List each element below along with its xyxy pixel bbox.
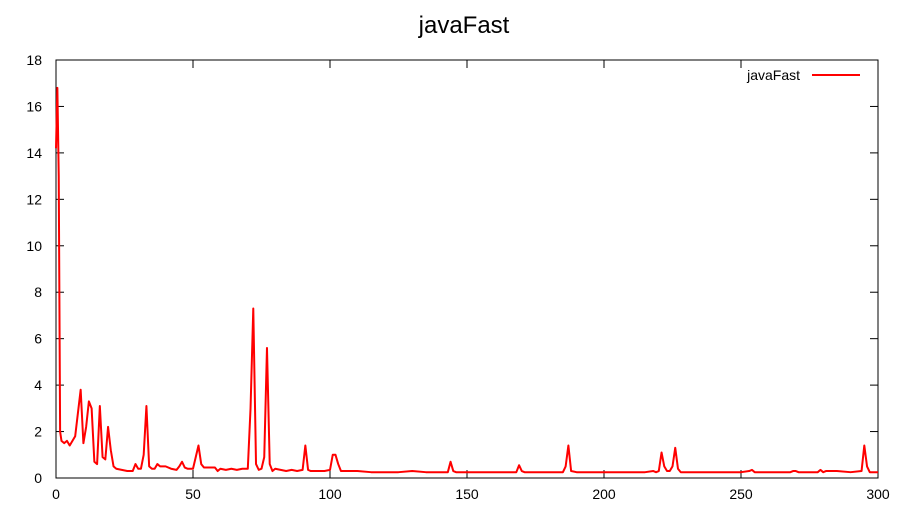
chart-title: javaFast (418, 12, 510, 39)
x-tick-label: 250 (729, 486, 753, 502)
plot-area (55, 59, 879, 479)
series-line-javaFast (55, 86, 878, 474)
legend-label: javaFast (746, 67, 800, 83)
y-tick-label: 12 (26, 191, 42, 207)
x-tick-label: 0 (52, 486, 60, 502)
y-tick-label: 16 (26, 98, 42, 114)
x-tick-label: 200 (592, 486, 616, 502)
y-tick-label: 14 (26, 145, 42, 161)
plot-border (55, 59, 879, 479)
y-tick-label: 10 (26, 238, 42, 254)
y-tick-label: 4 (34, 377, 42, 393)
y-tick-label: 8 (34, 284, 42, 300)
legend: javaFast (746, 67, 860, 83)
x-tick-label: 100 (318, 486, 342, 502)
y-tick-label: 2 (34, 424, 42, 440)
y-axis: 0 2 4 6 8 10 12 14 16 18 (26, 52, 878, 486)
y-tick-label: 0 (34, 470, 42, 486)
series-layer (55, 86, 878, 474)
y-tick-label: 18 (26, 52, 42, 68)
x-axis: 0 50 100 150 200 250 300 (52, 60, 890, 502)
x-tick-label: 50 (185, 486, 201, 502)
x-tick-label: 300 (866, 486, 890, 502)
x-tick-label: 150 (455, 486, 479, 502)
y-tick-label: 6 (34, 331, 42, 347)
